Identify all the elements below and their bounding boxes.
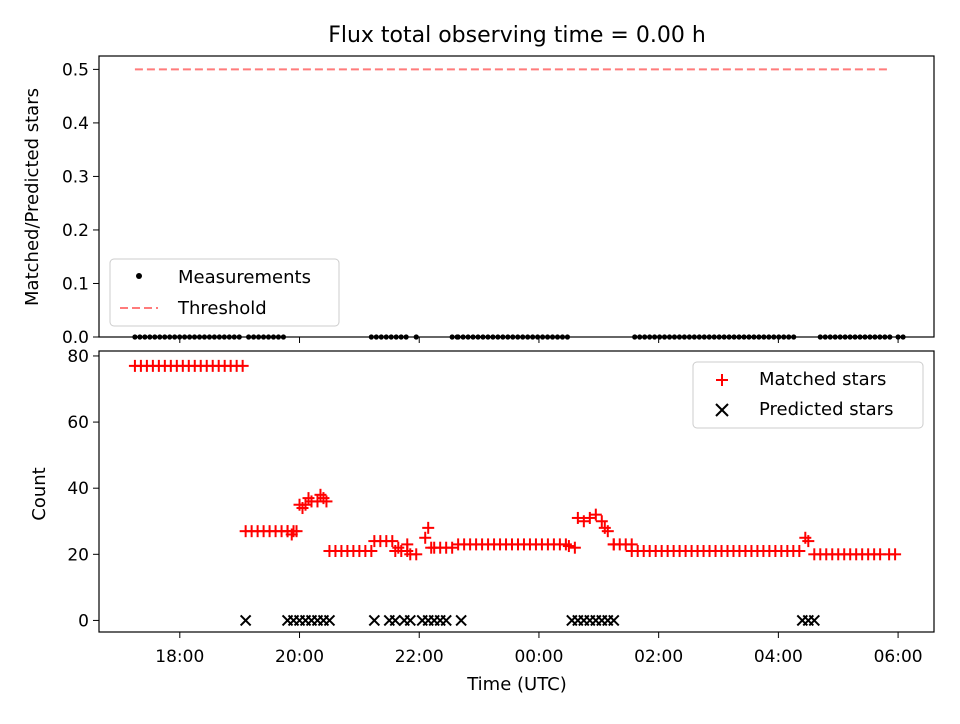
top-chart-title: Flux total observing time = 0.00 h [328,23,706,48]
bottom-y-tick-label: 40 [67,479,89,499]
matched-star-point [568,541,581,554]
bottom-x-tick-label: 06:00 [874,647,923,667]
matched-star-point [410,548,423,561]
predicted-star-point [808,614,820,627]
legend-predicted-label: Predicted stars [759,399,893,420]
top-y-axis-label: Matched/Predicted stars [22,88,43,306]
top-y-tick-label: 0.2 [62,221,89,241]
matched-star-point [601,525,614,538]
matched-star-point [562,540,575,553]
matched-star-point [425,541,438,554]
predicted-star-point [440,614,452,627]
top-legend-box [109,258,340,327]
legend-matched-label: Matched stars [759,369,886,390]
predicted-star-point [404,614,416,627]
matched-star-point [365,545,378,558]
top-y-tick-label: 0.3 [62,167,89,187]
matched-star-point [290,525,303,538]
bottom-y-tick-label: 20 [67,545,89,565]
predicted-star-point [455,614,467,627]
matched-star-point [401,538,414,551]
matched-star-point [559,538,572,551]
bottom-legend: Matched stars Predicted stars [692,361,924,429]
top-legend: Measurements Threshold [109,258,340,327]
predicted-star-point [389,614,401,627]
bottom-axes-frame [98,350,935,633]
legend-predicted-marker [715,403,729,417]
top-axes-frame [98,55,935,338]
predicted-star-point [323,614,336,627]
bottom-plot-area: 0 20 40 60 80 18:00 20:00 22:00 00:00 02:00 04:00 0… [67,347,935,667]
matched-star-point [320,495,333,508]
top-y-tick-label: 0.0 [62,328,89,348]
top-y-tick-label: 0.4 [62,114,89,134]
bottom-y-tick-label: 80 [67,347,89,367]
matched-star-point [236,359,249,372]
bottom-y-axis-label: Count [29,467,50,520]
legend-measurements-marker [136,273,142,279]
bottom-x-tick-label: 00:00 [514,647,563,667]
matched-star-point [422,521,435,534]
legend-threshold-label: Threshold [177,298,267,319]
legend-measurements-label: Measurements [178,267,311,288]
matched-star-point [802,535,815,548]
matched-star-point [392,541,405,554]
top-y-tick-label: 0.5 [62,60,89,80]
top-y-tick-label: 0.1 [62,274,89,294]
predicted-star-point [368,614,381,627]
bottom-y-tick-label: 0 [78,611,89,631]
bottom-x-tick-label: 20:00 [275,647,324,667]
matched-star-point [793,545,806,558]
bottom-x-tick-label: 02:00 [634,647,683,667]
top-plot-area: 0.0 0.1 0.2 0.3 0.4 0.5 [62,55,935,348]
bottom-x-tick-label: 18:00 [155,647,204,667]
matched-star-point [419,531,432,544]
matched-star-point [607,538,620,551]
bottom-y-tick-label: 60 [67,413,89,433]
legend-matched-marker [716,374,728,386]
bottom-legend-box [692,361,924,429]
bottom-x-tick-label: 04:00 [754,647,803,667]
matched-star-point [589,508,602,521]
bottom-x-tick-label: 22:00 [395,647,444,667]
bottom-x-axis-label: Time (UTC) [466,674,567,695]
matched-star-point [889,548,902,561]
predicted-star-point [239,614,252,627]
predicted-star-point [608,614,620,627]
matched-star-point [386,535,399,548]
matched-star-point [595,515,608,528]
